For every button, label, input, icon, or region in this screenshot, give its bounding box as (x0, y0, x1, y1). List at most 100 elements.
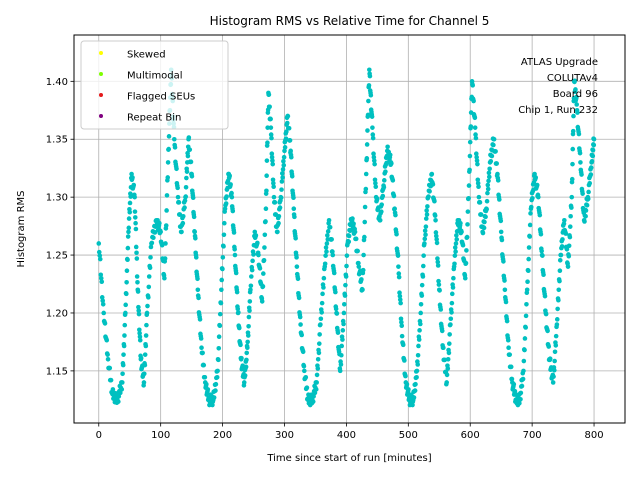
data-point (253, 233, 259, 238)
data-point (241, 380, 247, 385)
data-point (454, 237, 460, 242)
data-point (422, 241, 427, 246)
data-point (573, 87, 578, 92)
data-point (232, 246, 237, 252)
data-point (311, 394, 316, 399)
data-point (176, 200, 182, 205)
data-point (355, 248, 360, 254)
data-point (133, 220, 138, 226)
data-point (229, 194, 235, 200)
data-point (260, 284, 266, 289)
data-point (586, 189, 591, 195)
data-point (583, 213, 588, 219)
data-point (141, 371, 147, 377)
legend-label: Skewed (127, 50, 166, 61)
data-point (557, 268, 563, 274)
data-point (356, 260, 361, 266)
data-point (247, 299, 253, 304)
data-point (528, 211, 533, 216)
data-point (520, 376, 526, 382)
data-point (471, 98, 476, 104)
data-point (158, 229, 163, 235)
data-point (268, 125, 274, 130)
data-point (242, 373, 248, 378)
data-point (467, 139, 473, 145)
data-point (166, 134, 172, 139)
annotation-line: COLUTAv4 (547, 73, 598, 84)
data-point (166, 146, 172, 152)
data-point (381, 178, 387, 183)
plot-frame (73, 34, 626, 424)
data-point (452, 253, 458, 258)
data-point (528, 204, 534, 210)
data-point (363, 171, 369, 177)
data-point (559, 244, 565, 249)
data-point (340, 337, 345, 342)
data-point (452, 261, 457, 267)
data-point (148, 255, 153, 260)
data-point (142, 362, 148, 368)
data-point (263, 219, 268, 224)
data-point (123, 310, 128, 316)
data-point (485, 186, 491, 192)
data-point (196, 295, 201, 301)
data-point (192, 229, 198, 235)
data-point (137, 330, 142, 336)
data-point (284, 120, 290, 126)
data-point (569, 205, 574, 210)
data-point (223, 201, 229, 206)
data-point (590, 153, 596, 159)
data-point (570, 161, 575, 167)
data-point (569, 176, 575, 182)
data-point (142, 352, 148, 357)
data-point (195, 276, 200, 282)
data-point (275, 229, 280, 235)
data-point (387, 152, 393, 158)
data-point (317, 332, 322, 337)
data-point (279, 171, 285, 176)
data-point (261, 257, 267, 263)
data-point (102, 321, 108, 326)
data-point (462, 275, 468, 281)
data-point (314, 380, 319, 385)
data-point (523, 325, 528, 330)
data-point (277, 205, 283, 210)
data-point (434, 240, 440, 246)
data-point (397, 290, 402, 296)
data-point (127, 209, 133, 215)
data-point (420, 274, 426, 279)
data-point (419, 293, 425, 298)
data-point (182, 198, 188, 203)
data-point (189, 174, 195, 179)
data-point (570, 146, 576, 152)
data-point (219, 287, 224, 293)
data-point (134, 256, 140, 261)
data-point (439, 328, 445, 334)
data-point (319, 310, 325, 315)
data-point (418, 301, 424, 307)
data-point (246, 314, 252, 320)
data-point (552, 368, 557, 373)
data-point (419, 282, 425, 288)
data-point (352, 229, 358, 235)
legend-marker (99, 114, 103, 118)
data-point (557, 278, 562, 284)
data-point (330, 249, 335, 254)
data-point (370, 135, 376, 141)
data-point (276, 220, 281, 226)
data-point (589, 158, 595, 164)
data-point (280, 175, 285, 180)
data-point (561, 221, 567, 227)
data-point (423, 232, 428, 238)
data-point (464, 248, 469, 253)
data-point (449, 300, 455, 306)
data-point (249, 267, 255, 273)
data-point (193, 255, 199, 260)
data-point (107, 365, 113, 371)
data-point (567, 224, 573, 229)
data-point (291, 206, 297, 212)
data-point (571, 113, 576, 119)
data-point (583, 208, 589, 213)
data-point (97, 256, 103, 262)
data-point (448, 322, 453, 327)
